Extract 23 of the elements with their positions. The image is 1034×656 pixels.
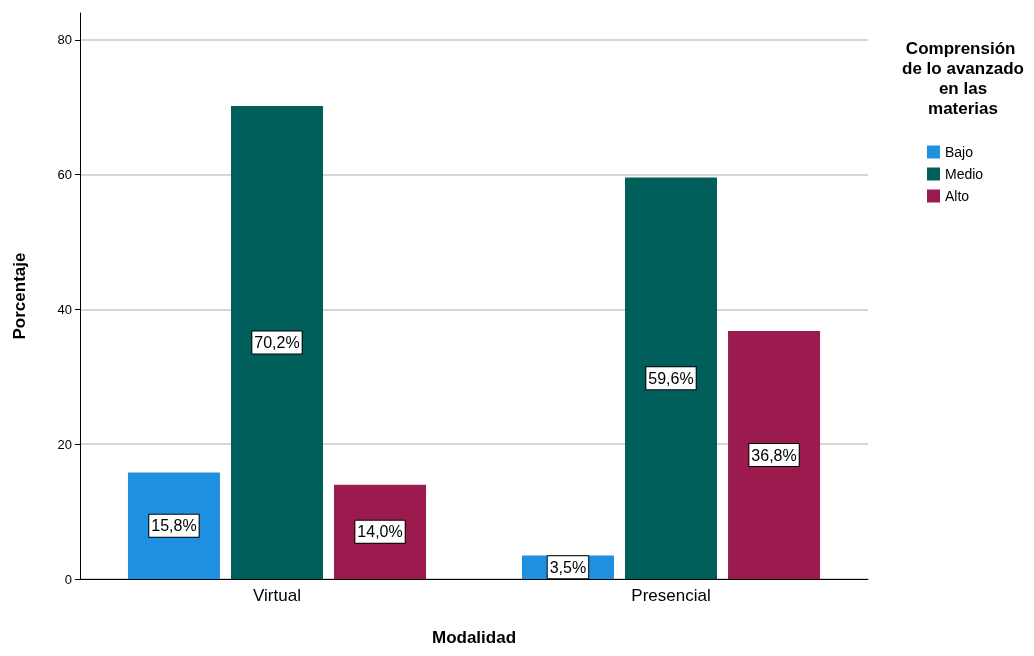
x-axis-title: Modalidad (431, 628, 517, 647)
data-label: 3,5% (549, 558, 587, 576)
bar (127, 472, 220, 579)
x-tick-label: Presencial (631, 586, 711, 605)
y-tick-label: 80 (57, 32, 72, 48)
data-label: 59,6% (648, 369, 694, 387)
bar (231, 105, 323, 579)
y-axis-title: Porcentaje (10, 252, 29, 340)
legend-label: Medio (945, 166, 984, 182)
legend-label: Alto (945, 188, 970, 204)
bar (728, 331, 821, 579)
data-label: 70,2% (254, 333, 300, 351)
data-label: 14,0% (357, 523, 403, 541)
y-tick-label: 40 (57, 301, 72, 317)
bar (625, 177, 717, 579)
legend-label: Bajo (945, 144, 974, 160)
x-tick-label: Virtual (253, 586, 301, 605)
y-tick-label: 20 (57, 436, 72, 452)
y-tick-label: 0 (64, 571, 72, 587)
data-label: 36,8% (751, 446, 797, 464)
legend-title: Comprensión de lo avanzado en las materias (902, 38, 1024, 118)
data-label: 15,8% (151, 517, 197, 535)
y-tick-label: 60 (57, 167, 72, 183)
